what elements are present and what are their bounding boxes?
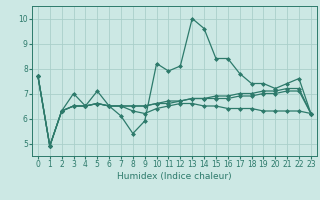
- X-axis label: Humidex (Indice chaleur): Humidex (Indice chaleur): [117, 172, 232, 181]
